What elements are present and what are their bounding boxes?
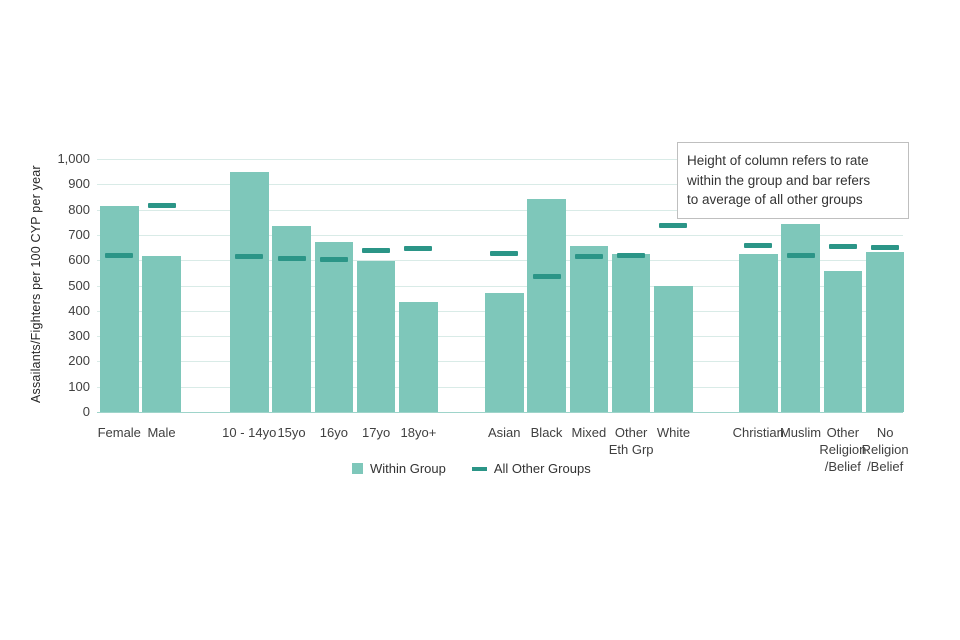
gridline (97, 209, 903, 211)
dash-all-other-groups (105, 252, 134, 258)
x-axis-line (97, 412, 903, 413)
y-tick-label: 700 (68, 226, 90, 242)
dash-all-other-groups (532, 273, 561, 279)
annotation-line: to average of all other groups (687, 192, 863, 207)
x-tick-label: Asian (487, 425, 521, 440)
y-tick-label: 1,000 (57, 151, 90, 166)
bar-within-group (142, 256, 181, 412)
gridline (97, 234, 903, 236)
bar-within-group (356, 260, 396, 412)
legend-item-within-group: Within Group (352, 461, 446, 476)
x-tick-label: Other Religion /Belief (819, 425, 867, 474)
bar-within-group (100, 205, 139, 412)
x-tick-label: No Religion /Belief (861, 425, 909, 474)
bar-within-group (399, 301, 438, 412)
dash-all-other-groups (617, 253, 646, 259)
legend-item-all-other-groups: All Other Groups (471, 461, 591, 476)
gridline (97, 159, 903, 160)
bar-within-group (485, 293, 524, 412)
y-tick-label: 600 (68, 252, 90, 268)
dash-all-other-groups (362, 247, 391, 253)
x-tick-label: Male (147, 425, 176, 440)
x-tick-label: Other Eth Grp (608, 425, 654, 457)
all-other-groups-dash-icon (471, 466, 487, 471)
dash-all-other-groups (277, 255, 306, 261)
dash-all-other-groups (147, 202, 176, 208)
x-tick-label: Muslim (779, 425, 822, 440)
x-tick-label: White (656, 425, 691, 440)
bar-within-group (781, 223, 820, 412)
x-tick-label: 15yo (277, 425, 306, 440)
x-tick-label: 17yo (362, 425, 391, 440)
y-tick-label: 400 (68, 302, 90, 318)
dash-all-other-groups (871, 244, 900, 250)
x-tick-label: Mixed (571, 425, 607, 440)
bar-within-group (865, 252, 905, 412)
bar-within-group (739, 253, 778, 412)
dash-all-other-groups (490, 250, 519, 256)
bar-within-group (823, 270, 863, 412)
bar-within-group (272, 226, 311, 412)
y-tick-label: 300 (68, 328, 90, 344)
chart-legend: Within Group All Other Groups (352, 461, 591, 476)
dash-all-other-groups (828, 243, 857, 249)
dash-all-other-groups (659, 222, 688, 228)
annotation-line: within the group and bar refers (687, 172, 871, 188)
dash-all-other-groups (574, 254, 603, 260)
dash-all-other-groups (404, 245, 433, 251)
y-tick-label: 100 (68, 378, 90, 394)
bar-within-group (654, 285, 693, 412)
y-tick-label: 0 (82, 404, 90, 419)
y-tick-label: 900 (68, 176, 90, 192)
x-tick-label: 18yo+ (400, 425, 437, 440)
x-tick-label: Christian (732, 425, 784, 440)
annotation-box: Height of column refers to rate within t… (677, 142, 909, 219)
y-tick-label: 200 (68, 353, 90, 369)
x-tick-label: Black (530, 425, 563, 440)
y-tick-label: 800 (68, 201, 90, 217)
bar-within-group (527, 198, 566, 412)
legend-label-within-group: Within Group (370, 461, 446, 476)
x-tick-label: 16yo (319, 425, 348, 440)
within-group-swatch-icon (352, 463, 363, 474)
dash-all-other-groups (235, 254, 264, 260)
y-tick-label: 500 (68, 277, 90, 293)
annotation-line: Height of column refers to rate (687, 153, 869, 168)
gridline (97, 184, 903, 186)
x-tick-label: Female (97, 425, 141, 440)
bar-within-group (314, 241, 354, 412)
bar-within-group (230, 172, 269, 412)
gridline (97, 285, 903, 287)
x-tick-label: 10 - 14yo (222, 425, 277, 440)
bar-within-group (569, 245, 609, 412)
dash-all-other-groups (744, 243, 773, 249)
bar-within-group (611, 253, 651, 412)
dash-all-other-groups (786, 252, 815, 258)
dash-all-other-groups (319, 257, 348, 263)
gridline (97, 260, 903, 262)
legend-label-all-other-groups: All Other Groups (493, 461, 591, 476)
